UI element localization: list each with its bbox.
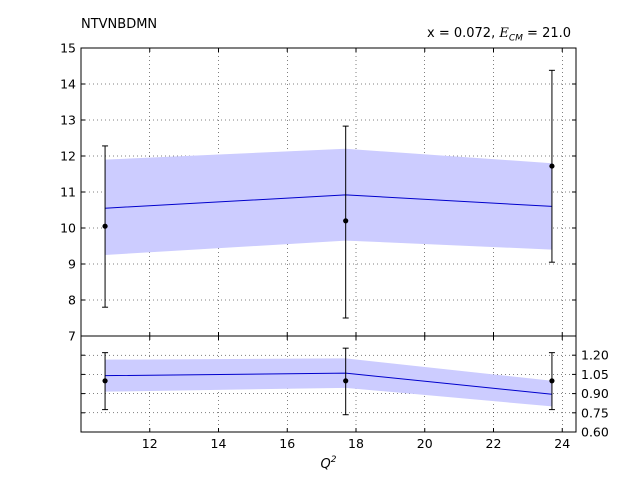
xtick-label: 24	[554, 436, 570, 451]
main-ytick-label: 11	[60, 185, 76, 200]
chart-title-left: NTVNBDMN	[81, 17, 158, 32]
ratio-ytick-label: 1.20	[581, 348, 609, 363]
x-value-text: x = 0.072,	[427, 26, 500, 41]
ratio-data-point	[102, 378, 108, 384]
ratio-ytick-label: 0.75	[581, 405, 609, 420]
main-data-point	[549, 163, 555, 169]
ratio-frame	[80, 335, 577, 433]
main-ytick-label: 7	[68, 329, 76, 344]
main-data-point	[102, 223, 108, 229]
main-data-point	[343, 218, 349, 224]
main-uncertainty-band	[105, 148, 552, 255]
main-ytick-label: 8	[68, 293, 76, 308]
ecm-subscript: CM	[508, 33, 523, 44]
ratio-data-point	[343, 378, 349, 384]
ratio-ytick-label: 0.60	[581, 425, 609, 440]
main-ytick-label: 9	[68, 257, 76, 272]
xtick-label: 12	[142, 436, 158, 451]
main-ytick-label: 10	[60, 221, 76, 236]
main-ytick-label: 12	[60, 149, 76, 164]
xtick-label: 22	[486, 436, 502, 451]
x-axis-label: Q2	[321, 455, 337, 472]
xtick-label: 14	[211, 436, 227, 451]
ratio-ytick-label: 1.05	[581, 367, 609, 382]
xtick-label: 18	[348, 436, 364, 451]
main-ytick-label: 14	[60, 77, 76, 92]
chart-title-right: x = 0.072, ECM = 21.0	[427, 26, 571, 44]
ecm-variable: E	[499, 26, 509, 41]
main-ytick-label: 15	[60, 41, 76, 56]
main-ytick-label: 13	[60, 113, 76, 128]
ratio-uncertainty-band	[105, 358, 552, 407]
ratio-data-point	[549, 378, 555, 384]
xtick-label: 16	[279, 436, 295, 451]
ecm-value-text: = 21.0	[522, 26, 572, 41]
xtick-label: 20	[417, 436, 433, 451]
ratio-ytick-label: 0.90	[581, 386, 609, 401]
